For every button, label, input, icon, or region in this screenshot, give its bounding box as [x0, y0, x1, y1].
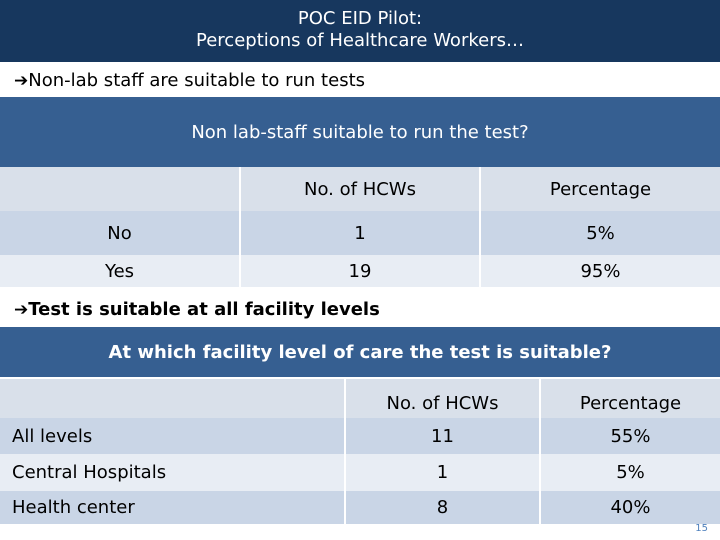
table-cell: Health center: [0, 491, 345, 524]
table-cell: Yes: [0, 255, 240, 287]
table-cell: 5%: [479, 211, 720, 255]
column-header: [0, 167, 241, 211]
table-cell: 55%: [539, 418, 720, 454]
table-cell: 5%: [539, 454, 720, 491]
table-row: Central Hospitals 1 5%: [0, 454, 720, 491]
slide-title-line1: POC EID Pilot:: [297, 8, 423, 29]
table-cell: 1: [344, 454, 540, 491]
table-row: Yes 19 95%: [0, 255, 720, 287]
table-title: Non lab-staff suitable to run the test?: [0, 97, 720, 167]
table-cell: 40%: [539, 491, 720, 524]
table-title: At which facility level of care the test…: [0, 327, 720, 379]
non-lab-staff-table: Non lab-staff suitable to run the test? …: [0, 97, 720, 287]
bullet-non-lab-staff: ➔Non-lab staff are suitable to run tests: [14, 70, 365, 92]
table-row: All levels 11 55%: [0, 418, 720, 454]
slide-header: POC EID Pilot: Perceptions of Healthcare…: [0, 0, 720, 62]
column-header: Percentage: [479, 167, 720, 211]
right-arrow-icon: ➔: [14, 71, 29, 91]
column-header: No. of HCWs: [239, 167, 480, 211]
table-row: Health center 8 40%: [0, 491, 720, 524]
table-row: No 1 5%: [0, 211, 720, 255]
table-cell: No: [0, 211, 240, 255]
bullet-text: Test is suitable at all facility levels: [28, 299, 380, 320]
right-arrow-icon: ➔: [14, 300, 29, 320]
column-header: [0, 378, 345, 418]
bullet-text: Non-lab staff are suitable to run tests: [28, 70, 366, 91]
table-cell: All levels: [0, 418, 345, 454]
slide-title-line2: Perceptions of Healthcare Workers…: [196, 30, 524, 51]
slide-number: 15: [695, 523, 708, 534]
table-cell: Central Hospitals: [0, 454, 345, 491]
table-cell: 19: [239, 255, 480, 287]
table-cell: 11: [344, 418, 540, 454]
table-cell: 1: [239, 211, 480, 255]
column-header: Percentage: [539, 378, 720, 418]
column-header: No. of HCWs: [344, 378, 540, 418]
facility-level-table: At which facility level of care the test…: [0, 327, 720, 524]
table-cell: 95%: [479, 255, 720, 287]
bullet-facility-levels: ➔Test is suitable at all facility levels: [14, 299, 380, 321]
table-cell: 8: [344, 491, 540, 524]
